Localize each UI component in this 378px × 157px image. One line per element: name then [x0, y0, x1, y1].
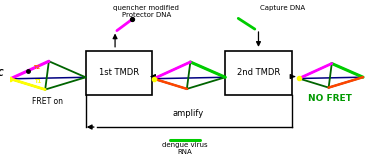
Text: T2: T2 [33, 65, 40, 70]
Text: amplify: amplify [173, 109, 204, 118]
Text: 2nd TMDR: 2nd TMDR [237, 68, 280, 77]
Text: 1st TMDR: 1st TMDR [99, 68, 139, 77]
Text: NO FRET: NO FRET [308, 94, 352, 103]
Text: dengue virus
RNA: dengue virus RNA [162, 142, 208, 155]
Bar [86, 51, 152, 95]
Text: Capture DNA: Capture DNA [260, 5, 305, 11]
Text: T1: T1 [34, 79, 42, 84]
Bar [225, 51, 291, 95]
Text: FRET on: FRET on [31, 97, 62, 106]
Text: C: C [0, 69, 3, 78]
Text: quencher modified
Protector DNA: quencher modified Protector DNA [113, 5, 179, 18]
